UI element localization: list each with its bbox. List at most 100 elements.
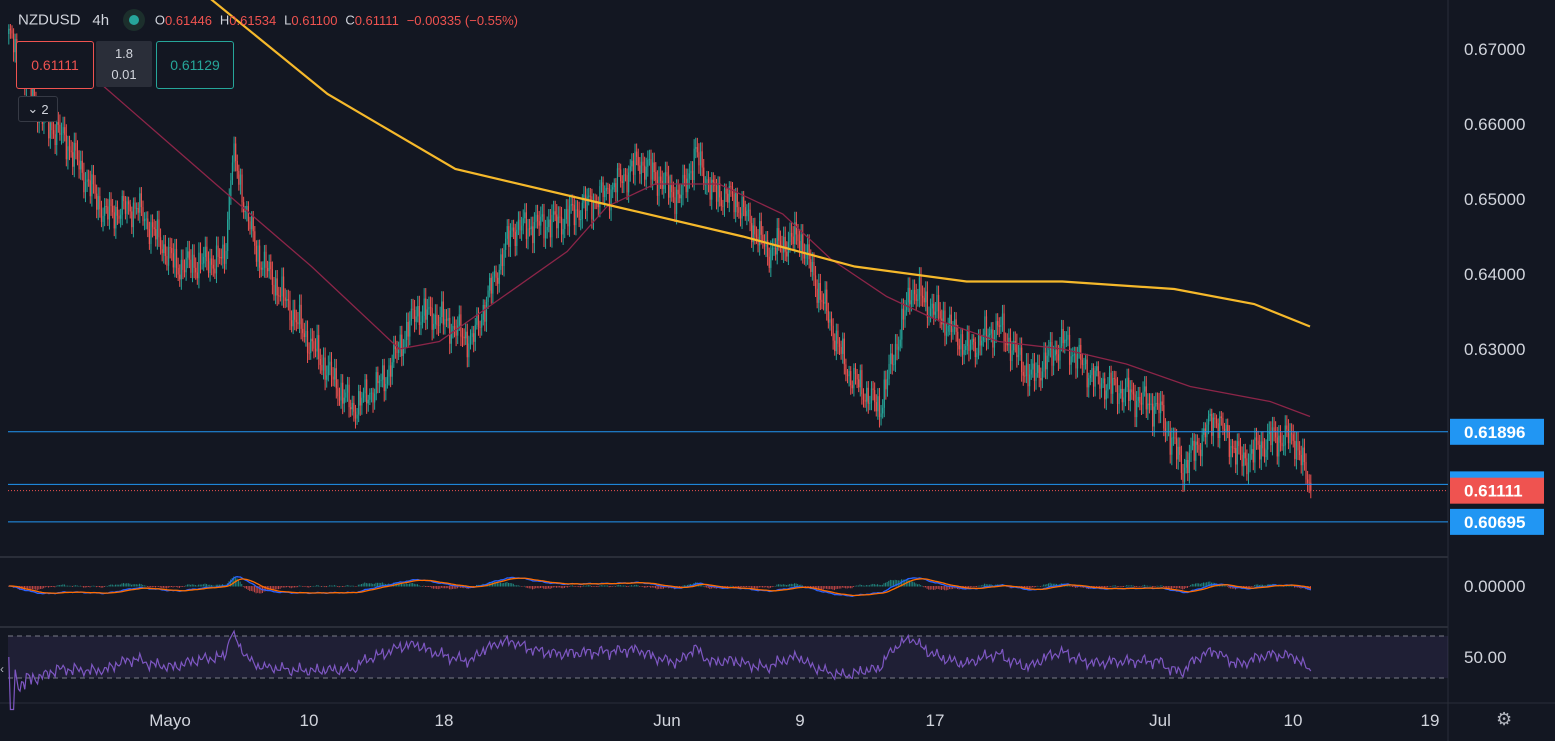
macd-histogram-bar xyxy=(977,585,979,587)
macd-histogram-bar xyxy=(281,586,283,588)
candle-body xyxy=(305,330,307,338)
candle-body xyxy=(719,183,721,198)
macd-histogram-bar xyxy=(966,586,968,588)
candle-body xyxy=(589,195,591,197)
candle-body xyxy=(1268,431,1270,435)
candle-body xyxy=(332,376,334,380)
macd-histogram-bar xyxy=(514,585,516,587)
candle-body xyxy=(190,259,192,273)
macd-histogram-bar xyxy=(361,584,363,587)
candle-body xyxy=(370,392,373,394)
candle-body xyxy=(1062,328,1064,344)
candle-body xyxy=(1190,445,1192,454)
macd-histogram-bar xyxy=(543,586,545,589)
macd-histogram-bar xyxy=(191,584,193,587)
candle-body xyxy=(143,218,146,222)
candle-body xyxy=(966,330,968,346)
macd-histogram-bar xyxy=(984,583,986,587)
candle-body xyxy=(904,310,906,320)
candle-body xyxy=(525,212,528,239)
candle-body xyxy=(532,226,534,244)
candle-body xyxy=(313,341,315,349)
candle-body xyxy=(1084,359,1087,365)
macd-histogram-bar xyxy=(1110,586,1112,587)
macd-histogram-bar xyxy=(932,586,934,590)
macd-histogram-bar xyxy=(202,584,204,587)
candle-body xyxy=(704,184,706,186)
candle-body xyxy=(680,194,682,199)
quantity-box[interactable]: 1.8 0.01 xyxy=(96,41,152,87)
macd-histogram-bar xyxy=(115,584,117,587)
macd-histogram-bar xyxy=(809,586,811,588)
candle-body xyxy=(607,187,609,189)
macd-histogram-bar xyxy=(547,586,549,589)
macd-histogram-bar xyxy=(1116,586,1118,587)
macd-histogram-bar xyxy=(201,584,203,587)
candle-body xyxy=(343,397,345,404)
candle-body xyxy=(1183,467,1186,482)
timeframe-label[interactable]: 4h xyxy=(92,11,110,29)
candle-body xyxy=(853,367,855,389)
macd-histogram-bar xyxy=(38,586,40,590)
x-tick-label: Jul xyxy=(1149,711,1171,730)
macd-histogram-bar xyxy=(525,586,527,588)
chevron-left-icon[interactable]: ‹ xyxy=(0,662,4,676)
candle-body xyxy=(1105,390,1107,400)
candle-body xyxy=(624,174,627,176)
candle-body xyxy=(695,147,697,149)
macd-histogram-bar xyxy=(642,586,644,587)
macd-histogram-bar xyxy=(196,585,198,587)
macd-histogram-bar xyxy=(151,586,153,588)
macd-histogram-bar xyxy=(1035,586,1037,588)
candle-body xyxy=(858,379,860,388)
candle-body xyxy=(560,217,563,235)
macd-histogram-bar xyxy=(1025,586,1027,589)
macd-histogram-bar xyxy=(408,583,410,587)
candle-body xyxy=(600,182,603,187)
macd-histogram-bar xyxy=(1033,586,1035,588)
last-price-tag-text: 0.61111 xyxy=(1464,482,1523,501)
macd-histogram-bar xyxy=(273,586,275,591)
candle-body xyxy=(417,306,419,317)
candle-body xyxy=(461,336,464,338)
gear-icon[interactable]: ⚙ xyxy=(1496,709,1513,729)
macd-histogram-bar xyxy=(544,586,546,589)
candle-body xyxy=(76,150,79,161)
candle-body xyxy=(353,402,355,412)
candle-body xyxy=(1286,425,1288,430)
macd-histogram-bar xyxy=(629,585,631,587)
candle-body xyxy=(506,226,508,239)
candle-body xyxy=(554,211,556,215)
indicators-toggle-button[interactable]: ⌄ 2 xyxy=(18,96,58,122)
candle-body xyxy=(52,130,55,135)
candle-body xyxy=(223,244,226,264)
symbol-label[interactable]: NZDUSD xyxy=(18,11,81,29)
macd-histogram-bar xyxy=(35,586,37,590)
macd-histogram-bar xyxy=(560,586,562,589)
candle-body xyxy=(193,254,195,268)
buy-button[interactable]: 0.61129 xyxy=(156,41,234,89)
macd-histogram-bar xyxy=(455,586,457,589)
candle-body xyxy=(747,209,750,211)
candle-body xyxy=(514,231,516,246)
candle-body xyxy=(407,321,409,337)
candle-body xyxy=(775,248,777,255)
macd-histogram-bar xyxy=(1113,585,1115,587)
candle-body xyxy=(163,244,165,254)
candle-body xyxy=(615,183,617,193)
macd-histogram-bar xyxy=(159,586,161,588)
candle-body xyxy=(489,277,491,291)
candle-body xyxy=(870,388,873,403)
macd-histogram-bar xyxy=(1028,586,1030,589)
macd-histogram-bar xyxy=(92,585,94,587)
macd-histogram-bar xyxy=(733,586,735,588)
sell-button[interactable]: 0.61111 xyxy=(16,41,94,89)
macd-histogram-bar xyxy=(904,579,906,587)
macd-histogram-bar xyxy=(648,586,650,587)
candle-body xyxy=(123,195,125,202)
macd-histogram-bar xyxy=(522,586,524,587)
candle-body xyxy=(185,257,187,273)
candle-body xyxy=(572,204,574,206)
macd-histogram-bar xyxy=(885,582,887,587)
